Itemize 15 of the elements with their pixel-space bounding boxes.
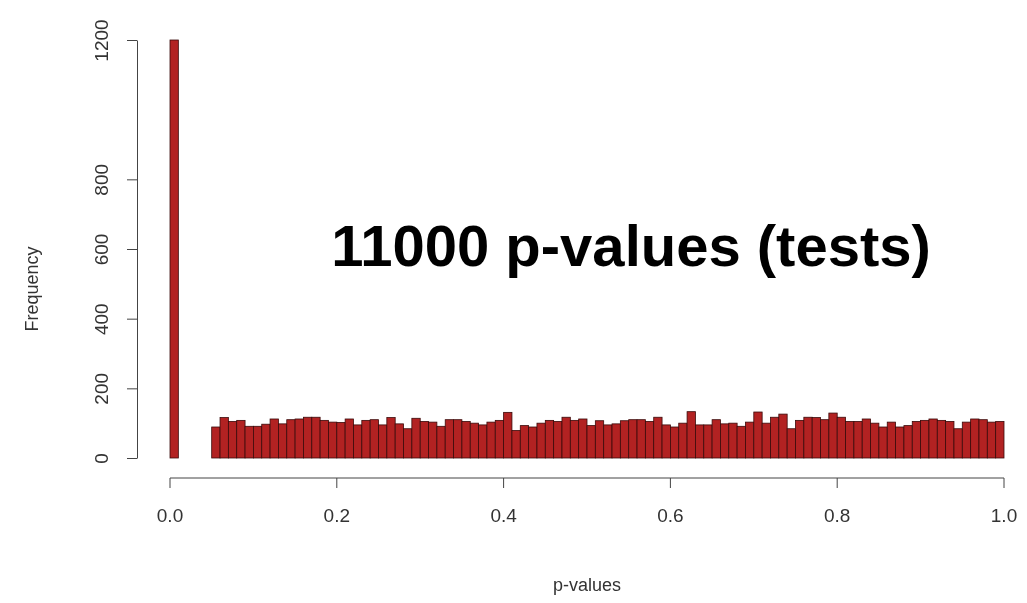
x-tick-label: 0.4 (490, 505, 518, 526)
annotation: 11000 p-values (tests) (331, 213, 931, 278)
y-tick-label: 600 (91, 233, 112, 266)
y-tick-label: 0 (91, 453, 112, 464)
y-tick-label: 1200 (91, 19, 112, 62)
x-tick-label: 0.2 (323, 505, 351, 526)
x-tick-label: 0.0 (156, 505, 184, 526)
x-tick-label: 0.6 (657, 505, 684, 526)
y-tick-label: 800 (91, 163, 112, 196)
x-axis-title: p-values (552, 575, 622, 595)
y-tick-label: 200 (91, 372, 112, 405)
y-axis-title: Frequency (22, 246, 42, 332)
x-tick-label: 0.8 (823, 505, 851, 526)
x-tick-label: 1.0 (990, 505, 1018, 526)
y-tick-label: 400 (91, 303, 112, 336)
